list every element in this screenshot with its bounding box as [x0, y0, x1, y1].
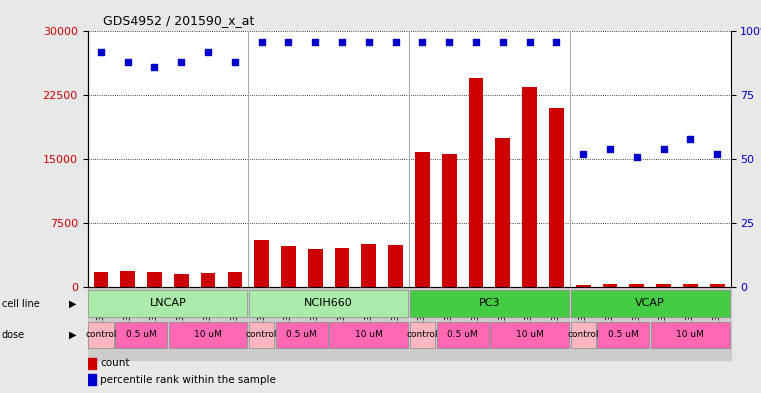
Point	[95, 49, 107, 55]
Point	[524, 39, 536, 45]
Point	[416, 39, 428, 45]
Text: 10 uM: 10 uM	[194, 330, 222, 339]
Point	[336, 39, 348, 45]
Bar	[254, 240, 269, 287]
Point	[443, 39, 455, 45]
Bar	[228, 272, 242, 287]
Bar	[571, 290, 730, 317]
Bar	[522, 87, 537, 287]
Point	[202, 49, 214, 55]
Text: 0.5 uM: 0.5 uM	[286, 330, 317, 339]
Text: percentile rank within the sample: percentile rank within the sample	[100, 375, 276, 384]
Bar	[410, 322, 435, 348]
Point	[470, 39, 482, 45]
Bar	[88, 374, 96, 385]
Bar	[201, 273, 215, 287]
Bar	[437, 322, 489, 348]
Bar	[651, 322, 730, 348]
Point	[390, 39, 402, 45]
Point	[577, 151, 589, 157]
Point	[497, 39, 509, 45]
Bar	[597, 322, 649, 348]
Text: control: control	[406, 330, 438, 339]
Bar	[603, 284, 617, 287]
Text: 10 uM: 10 uM	[355, 330, 383, 339]
Text: ▶: ▶	[68, 299, 76, 309]
Bar	[571, 322, 596, 348]
Bar	[335, 248, 349, 287]
Bar	[169, 322, 247, 348]
Bar	[88, 290, 247, 317]
Bar	[361, 244, 376, 287]
Point	[148, 64, 161, 70]
Bar	[442, 154, 457, 287]
Text: PC3: PC3	[479, 298, 500, 308]
Point	[363, 39, 375, 45]
Text: count: count	[100, 358, 130, 368]
Point	[282, 39, 295, 45]
Bar	[683, 284, 698, 287]
Point	[631, 153, 643, 160]
Bar	[174, 274, 189, 287]
Text: 0.5 uM: 0.5 uM	[126, 330, 157, 339]
Bar	[115, 322, 167, 348]
Bar	[710, 284, 724, 287]
Text: 10 uM: 10 uM	[516, 330, 543, 339]
Bar	[88, 358, 96, 369]
Bar	[388, 245, 403, 287]
Text: 10 uM: 10 uM	[677, 330, 705, 339]
Bar	[656, 284, 671, 287]
Text: control: control	[568, 330, 599, 339]
Point	[175, 59, 187, 65]
Bar	[88, 322, 113, 348]
Point	[256, 39, 268, 45]
Point	[550, 39, 562, 45]
Text: NCIH660: NCIH660	[304, 298, 353, 308]
Point	[122, 59, 134, 65]
Bar	[120, 271, 135, 287]
Text: 0.5 uM: 0.5 uM	[608, 330, 638, 339]
Point	[711, 151, 723, 157]
Bar	[629, 284, 644, 287]
Text: VCAP: VCAP	[635, 298, 665, 308]
Bar	[249, 322, 274, 348]
Bar	[147, 272, 162, 287]
Text: dose: dose	[2, 330, 24, 340]
Bar	[276, 322, 328, 348]
Point	[229, 59, 241, 65]
Bar	[495, 138, 510, 287]
Bar	[415, 152, 430, 287]
Bar	[490, 322, 569, 348]
Bar	[549, 108, 564, 287]
Bar	[576, 285, 591, 287]
Bar	[469, 78, 483, 287]
Point	[604, 146, 616, 152]
Text: cell line: cell line	[2, 299, 40, 309]
Bar	[308, 248, 323, 287]
Point	[684, 136, 696, 142]
Bar	[249, 290, 408, 317]
Text: control: control	[85, 330, 116, 339]
Text: 0.5 uM: 0.5 uM	[447, 330, 478, 339]
Bar	[410, 290, 569, 317]
Point	[658, 146, 670, 152]
Text: GDS4952 / 201590_x_at: GDS4952 / 201590_x_at	[103, 15, 254, 28]
Bar	[281, 246, 296, 287]
Text: control: control	[246, 330, 278, 339]
Bar	[94, 272, 108, 287]
Text: ▶: ▶	[68, 330, 76, 340]
Text: LNCAP: LNCAP	[149, 298, 186, 308]
Point	[309, 39, 321, 45]
Bar	[330, 322, 408, 348]
